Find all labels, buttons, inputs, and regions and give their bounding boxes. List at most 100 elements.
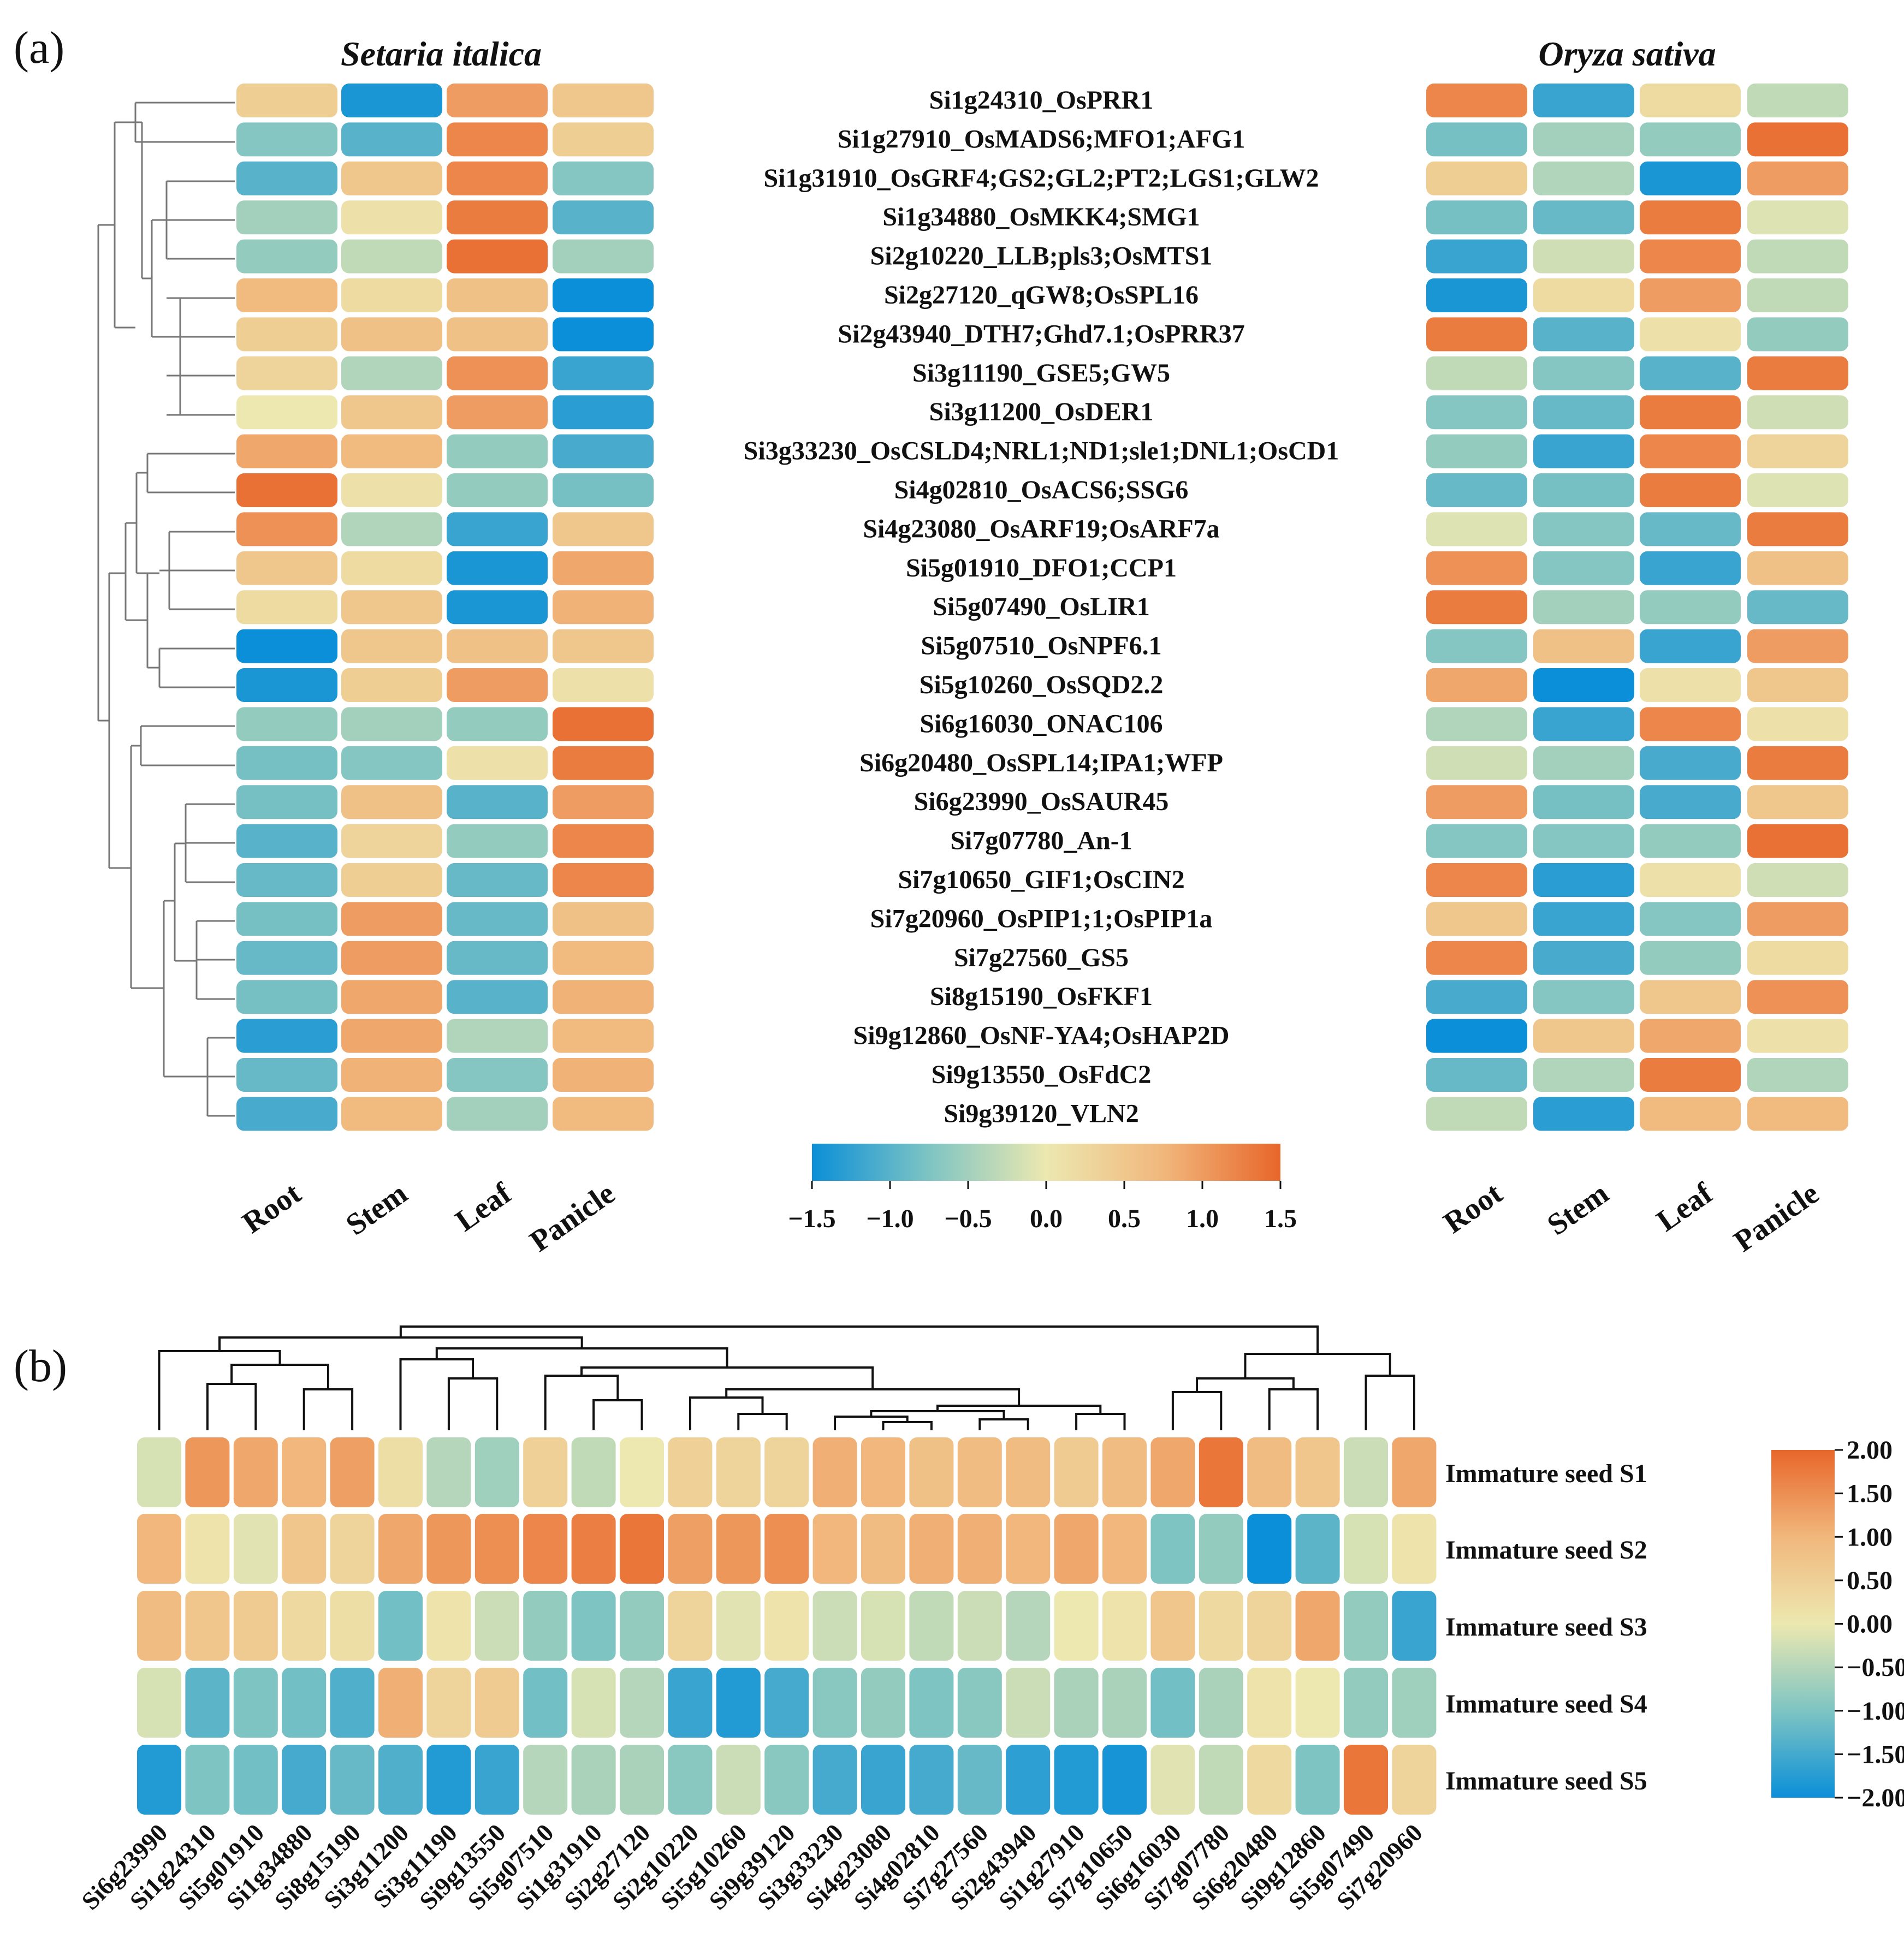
setaria-cell xyxy=(341,824,442,858)
setaria-cell xyxy=(447,668,548,702)
oryza-cell xyxy=(1747,278,1848,312)
gene-row-label: Si9g39120_VLN2 xyxy=(944,1099,1138,1128)
seed-cell xyxy=(1102,1668,1147,1738)
oryza-cell xyxy=(1747,1058,1848,1092)
setaria-cell xyxy=(341,512,442,546)
seed-cell xyxy=(1392,1514,1437,1584)
gene-row-label: Si3g33230_OsCSLD4;NRL1;ND1;sle1;DNL1;OsC… xyxy=(744,437,1339,466)
oryza-cell xyxy=(1747,434,1848,468)
seed-cell xyxy=(668,1668,713,1738)
oryza-cell xyxy=(1640,629,1741,663)
setaria-cell xyxy=(236,980,337,1014)
setaria-cell xyxy=(236,278,337,312)
oryza-cell xyxy=(1747,512,1848,546)
oryza-tissue-labels: Root Stem Leaf Panicle xyxy=(1438,1176,1825,1258)
setaria-cell xyxy=(553,395,654,430)
colorbar-a-tick-label: −1.5 xyxy=(788,1204,835,1233)
setaria-cell xyxy=(236,785,337,819)
seed-cell xyxy=(571,1745,616,1815)
oryza-cell xyxy=(1533,902,1634,936)
setaria-cell xyxy=(553,1058,654,1092)
oryza-cell xyxy=(1640,590,1741,625)
oryza-cell xyxy=(1640,785,1741,819)
seed-cell xyxy=(1295,1437,1340,1507)
seed-cell xyxy=(1150,1591,1195,1661)
oryza-cell xyxy=(1426,395,1527,430)
seed-cell xyxy=(426,1668,471,1738)
seed-cell xyxy=(716,1591,761,1661)
oryza-cell xyxy=(1533,317,1634,352)
seed-cell xyxy=(716,1668,761,1738)
seed-cell xyxy=(764,1668,809,1738)
seed-cell xyxy=(378,1668,423,1738)
gene-row-label: Si1g24310_OsPRR1 xyxy=(929,86,1154,115)
oryza-cell xyxy=(1533,863,1634,897)
seed-cell xyxy=(1392,1668,1437,1738)
setaria-cell xyxy=(236,395,337,430)
seed-cell xyxy=(426,1745,471,1815)
oryza-cell xyxy=(1640,941,1741,975)
setaria-cell xyxy=(341,941,442,975)
seed-cell xyxy=(861,1668,905,1738)
seed-cell xyxy=(1295,1514,1340,1584)
setaria-cell xyxy=(553,317,654,352)
seed-cell xyxy=(764,1514,809,1584)
oryza-cell xyxy=(1533,707,1634,741)
setaria-cell xyxy=(553,512,654,546)
seed-cell xyxy=(1344,1668,1388,1738)
seed-cell xyxy=(1344,1514,1388,1584)
setaria-cell xyxy=(553,824,654,858)
setaria-cell xyxy=(447,824,548,858)
colorbar-a-tick-label: −1.0 xyxy=(866,1204,914,1233)
seed-cell xyxy=(1247,1591,1292,1661)
setaria-cell xyxy=(236,317,337,352)
oryza-cell xyxy=(1426,746,1527,780)
setaria-cell xyxy=(236,590,337,625)
seed-cell xyxy=(233,1591,278,1661)
oryza-cell xyxy=(1747,941,1848,975)
colorbar-a-tick-label: 0.0 xyxy=(1030,1204,1063,1233)
setaria-cell xyxy=(447,84,548,117)
oryza-cell xyxy=(1533,356,1634,390)
oryza-heatmap xyxy=(1426,84,1848,1131)
seed-cell xyxy=(571,1668,616,1738)
oryza-cell xyxy=(1747,356,1848,390)
seed-cell xyxy=(716,1514,761,1584)
oryza-cell xyxy=(1747,1097,1848,1131)
seed-cell xyxy=(1199,1668,1243,1738)
oryza-cell xyxy=(1533,746,1634,780)
seed-cell xyxy=(233,1514,278,1584)
setaria-cell xyxy=(236,1019,337,1053)
seed-cell xyxy=(474,1745,519,1815)
seed-cell xyxy=(1102,1437,1147,1507)
oryza-cell xyxy=(1533,551,1634,585)
oryza-cell xyxy=(1426,356,1527,390)
oryza-cell xyxy=(1426,668,1527,702)
seed-cell xyxy=(1199,1591,1243,1661)
colorbar-b-tick-label: 0.00 xyxy=(1847,1610,1893,1639)
setaria-cell xyxy=(553,434,654,468)
seed-cell xyxy=(1295,1591,1340,1661)
oryza-cell xyxy=(1533,1058,1634,1092)
oryza-cell xyxy=(1426,980,1527,1014)
seed-cell xyxy=(668,1745,713,1815)
oryza-cell xyxy=(1640,200,1741,235)
gene-row-label: Si5g10260_OsSQD2.2 xyxy=(920,670,1164,699)
gene-row-label: Si9g13550_OsFdC2 xyxy=(932,1060,1152,1089)
oryza-cell xyxy=(1640,551,1741,585)
oryza-cell xyxy=(1426,1097,1527,1131)
setaria-cell xyxy=(341,1097,442,1131)
setaria-cell xyxy=(341,746,442,780)
oryza-cell xyxy=(1747,746,1848,780)
setaria-cell xyxy=(341,278,442,312)
colorbar-b-tick-label: −1.50 xyxy=(1847,1740,1904,1769)
seed-cell xyxy=(764,1591,809,1661)
setaria-cell xyxy=(447,1097,548,1131)
panel-a: Setaria italica Oryza sativa Si1g24310_O… xyxy=(97,34,1848,1259)
oryza-cell xyxy=(1640,239,1741,274)
seed-cell xyxy=(185,1745,230,1815)
oryza-cell xyxy=(1426,629,1527,663)
setaria-cell xyxy=(341,239,442,274)
setaria-cell xyxy=(553,707,654,741)
oryza-cell xyxy=(1747,84,1848,117)
